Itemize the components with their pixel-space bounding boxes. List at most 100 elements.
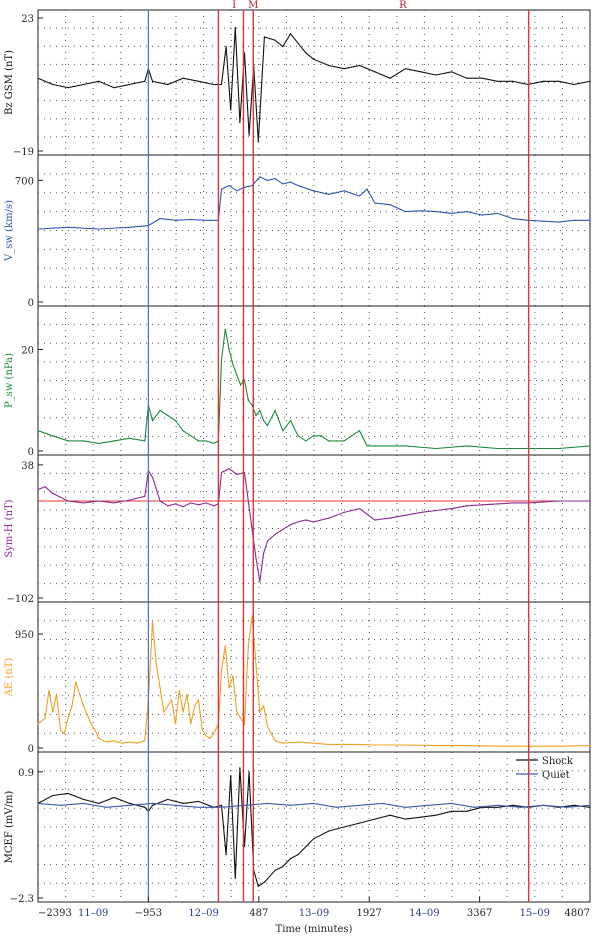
- data-point-bz-0-1: [52, 83, 54, 86]
- data-point-psw-0-31: [266, 425, 269, 427]
- data-point-psw-0-40: [335, 440, 338, 442]
- data-point-psw-0-41: [343, 440, 345, 442]
- data-point-ae-0-32: [190, 723, 192, 725]
- data-point-psw-0-5: [113, 440, 115, 442]
- data-point-psw-0-27: [251, 404, 253, 406]
- data-point-mcef-1-14: [358, 804, 361, 806]
- data-point-symh-0-33: [297, 521, 299, 523]
- ytick-label-symh-0: 38: [21, 461, 34, 472]
- data-point-symh-0-0: [37, 489, 39, 491]
- data-point-mcef-0-15: [225, 854, 227, 856]
- ytick-label-ae-1: 950: [15, 630, 34, 641]
- event-label-m: M: [248, 0, 258, 11]
- data-point-vsw-0-8: [205, 219, 207, 221]
- ytick-label-mcef-1: −2.3: [10, 894, 34, 905]
- date-label-3: 14–09: [409, 908, 439, 919]
- data-point-vsw-0-21: [312, 190, 315, 192]
- data-point-symh-0-15: [190, 502, 192, 504]
- data-point-vsw-0-5: [159, 218, 161, 220]
- data-point-vsw-0-38: [558, 221, 560, 223]
- data-point-mcef-1-7: [197, 806, 200, 808]
- data-point-ae-0-44: [236, 711, 238, 713]
- data-point-psw-0-3: [82, 440, 85, 442]
- data-point-psw-0-52: [589, 445, 591, 447]
- data-point-symh-0-27: [259, 581, 261, 583]
- data-point-mcef-0-7: [144, 806, 146, 808]
- data-point-ae-0-45: [240, 717, 242, 719]
- data-point-mcef-0-20: [248, 771, 250, 773]
- data-point-psw-0-34: [289, 419, 292, 422]
- data-point-mcef-1-15: [381, 802, 384, 804]
- ytick-label-symh-1: −102: [7, 594, 34, 605]
- data-point-bz-0-28: [305, 52, 307, 54]
- data-point-symh-0-28: [263, 552, 265, 554]
- data-point-vsw-0-27: [389, 204, 391, 206]
- data-point-ae-0-68: [589, 745, 591, 747]
- data-point-ae-0-6: [63, 733, 65, 735]
- data-point-ae-0-51: [263, 705, 265, 707]
- xtick-label-5: 4807: [565, 908, 590, 919]
- data-point-mcef-0-4: [98, 802, 100, 804]
- data-point-ae-0-63: [435, 745, 437, 747]
- data-point-mcef-0-42: [512, 804, 514, 806]
- data-point-ae-0-52: [266, 725, 269, 728]
- data-point-bz-0-32: [358, 64, 361, 67]
- data-point-psw-0-30: [263, 419, 265, 422]
- series-line-ae: [37, 615, 591, 747]
- data-point-ae-0-11: [82, 705, 85, 707]
- data-point-psw-0-19: [220, 359, 223, 361]
- data-point-psw-0-4: [98, 442, 100, 444]
- data-point-bz-0-34: [389, 77, 391, 79]
- data-point-vsw-0-35: [512, 218, 514, 220]
- data-point-symh-0-3: [67, 500, 69, 502]
- data-point-vsw-0-16: [266, 179, 269, 181]
- data-point-psw-0-35: [297, 435, 299, 437]
- data-point-psw-0-10: [159, 409, 161, 412]
- data-point-mcef-0-27: [297, 854, 299, 856]
- data-point-vsw-0-3: [128, 226, 131, 228]
- data-point-bz-0-35: [404, 68, 407, 70]
- data-point-mcef-1-0: [37, 802, 39, 804]
- data-point-mcef-1-22: [542, 804, 545, 806]
- data-point-symh-0-32: [289, 524, 292, 526]
- data-point-psw-0-49: [496, 447, 499, 450]
- data-point-psw-0-42: [351, 435, 353, 437]
- data-point-ae-0-49: [255, 663, 257, 665]
- data-point-psw-0-38: [320, 435, 322, 437]
- data-point-symh-0-10: [151, 476, 154, 478]
- data-point-symh-0-8: [144, 495, 146, 497]
- data-point-symh-0-5: [98, 500, 100, 502]
- data-point-ae-0-41: [224, 645, 226, 647]
- data-point-ae-0-34: [197, 699, 200, 701]
- data-point-mcef-1-13: [335, 806, 338, 808]
- data-point-ae-0-48: [251, 615, 253, 617]
- data-point-vsw-0-25: [366, 188, 368, 190]
- data-point-vsw-0-29: [420, 210, 422, 212]
- data-point-vsw-0-24: [358, 195, 361, 197]
- data-point-psw-0-14: [190, 435, 192, 437]
- data-point-symh-0-52: [573, 500, 575, 502]
- ylabel-vsw: V_sw (km/s): [4, 200, 15, 262]
- data-point-mcef-1-11: [289, 804, 292, 806]
- ytick-label-ae-0: 0: [28, 744, 34, 755]
- data-point-mcef-0-24: [274, 869, 276, 872]
- legend-label-quiet: Quiet: [542, 770, 570, 781]
- data-point-ae-0-1: [44, 717, 46, 719]
- data-point-vsw-0-7: [190, 218, 192, 221]
- data-point-symh-0-42: [420, 511, 422, 514]
- data-point-psw-0-39: [328, 440, 330, 442]
- data-point-ae-0-23: [155, 663, 157, 665]
- data-point-bz-0-13: [213, 83, 215, 86]
- data-point-mcef-1-2: [82, 802, 85, 804]
- data-point-mcef-0-47: [589, 806, 591, 808]
- data-point-ae-0-0: [37, 723, 39, 725]
- data-point-symh-0-6: [113, 502, 115, 504]
- data-point-bz-0-36: [420, 71, 422, 73]
- data-point-ae-0-19: [136, 742, 138, 744]
- ytick-label-vsw-1: 700: [15, 176, 34, 187]
- data-point-symh-0-31: [282, 528, 284, 531]
- data-point-symh-0-29: [266, 540, 269, 542]
- data-point-psw-0-26: [247, 399, 249, 401]
